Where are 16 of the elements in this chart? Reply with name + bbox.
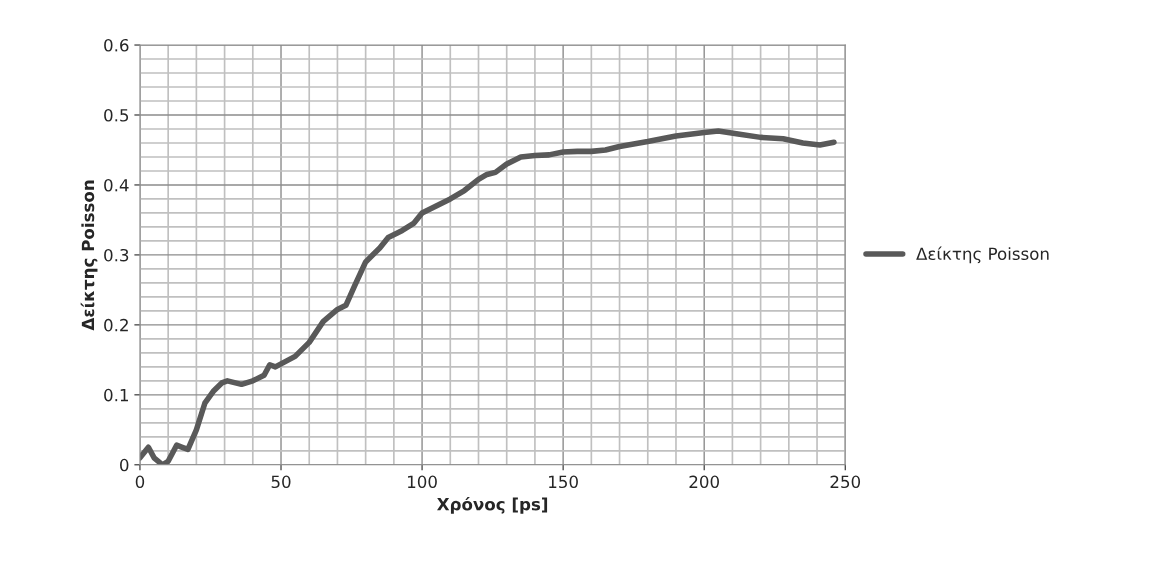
x-tick-label: 50: [271, 475, 291, 489]
x-tick-label: 0: [135, 475, 145, 489]
y-tick-label: 0.3: [104, 248, 129, 262]
x-tick-label: 100: [408, 475, 437, 489]
y-tick-label: 0: [120, 458, 129, 472]
y-axis-title: Δείκτης Poisson: [80, 180, 98, 331]
x-axis-title: Χρόνος [ps]: [437, 496, 548, 514]
legend-label: Δείκτης Poisson: [916, 246, 1049, 264]
y-tick-label: 0.5: [104, 108, 129, 122]
y-tick-label: 0.1: [104, 388, 128, 402]
y-tick-label: 0.4: [104, 178, 129, 192]
x-tick-label: 200: [689, 475, 719, 489]
x-tick-label: 250: [830, 475, 861, 489]
x-tick-label: 150: [549, 475, 578, 489]
y-tick-label: 0.2: [104, 318, 128, 332]
y-tick-label: 0.6: [104, 38, 129, 52]
